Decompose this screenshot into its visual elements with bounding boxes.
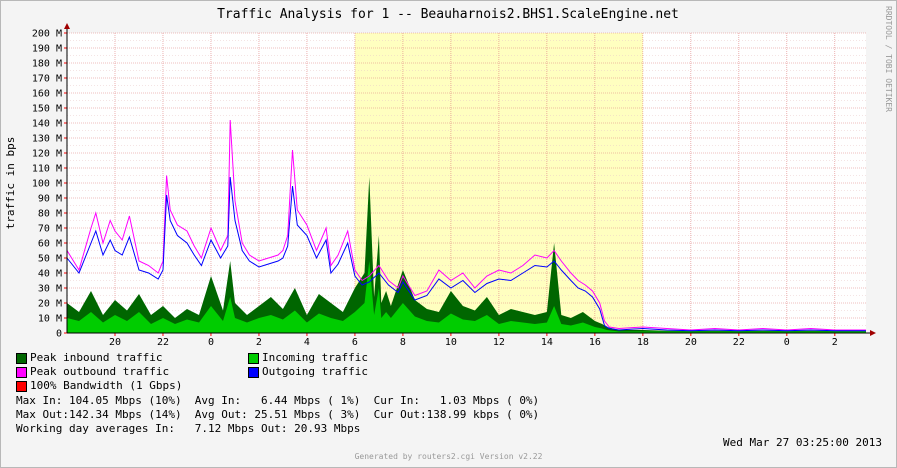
y-tick-label: 200 M — [32, 29, 62, 40]
outgoing-line — [66, 176, 866, 332]
y-tick-label: 70 M — [38, 224, 62, 235]
x-tick-label: 10 — [445, 337, 457, 348]
x-tick-label: 4 — [304, 337, 310, 348]
x-tick-label: 14 — [541, 337, 553, 348]
y-tick-label: 170 M — [32, 74, 62, 85]
peak-outbound-swatch — [16, 367, 27, 378]
y-tick-label: 30 M — [38, 284, 62, 295]
legend-peak-inbound: Peak inbound traffic — [30, 351, 163, 364]
y-tick-label: 20 M — [38, 299, 62, 310]
y-tick-label: 40 M — [38, 269, 62, 280]
y-axis-arrow — [64, 23, 70, 29]
plot-area: 010 M20 M30 M40 M50 M60 M70 M80 M90 M100… — [32, 23, 876, 348]
x-tick-label: 22 — [157, 337, 169, 348]
x-tick-label: 20 — [685, 337, 697, 348]
x-tick-label: 0 — [784, 337, 790, 348]
y-tick-label: 0 — [56, 329, 62, 340]
chart-title: Traffic Analysis for 1 -- Beauharnois2.B… — [217, 7, 679, 22]
peak-inbound-area — [67, 177, 866, 333]
y-tick-label: 190 M — [32, 44, 62, 55]
y-tick-label: 130 M — [32, 134, 62, 145]
incoming-swatch — [248, 353, 259, 364]
x-tick-label: 8 — [400, 337, 406, 348]
y-tick-label: 90 M — [38, 194, 62, 205]
y-tick-label: 180 M — [32, 59, 62, 70]
y-tick-label: 160 M — [32, 89, 62, 100]
rrdtool-credit: RRDTOOL / TOBI OETIKER — [884, 6, 893, 112]
x-tick-label: 2 — [832, 337, 838, 348]
x-tick-label: 20 — [109, 337, 121, 348]
x-tick-label: 12 — [493, 337, 505, 348]
legend-outgoing: Outgoing traffic — [262, 365, 368, 378]
legend-bandwidth: 100% Bandwidth (1 Gbps) — [30, 379, 183, 392]
y-axis-label: traffic in bps — [4, 137, 17, 230]
y-tick-label: 100 M — [32, 179, 62, 190]
incoming-area — [67, 261, 866, 333]
x-tick-label: 18 — [637, 337, 649, 348]
legend-incoming: Incoming traffic — [262, 351, 368, 364]
generator-credit: Generated by routers2.cgi Version v2.22 — [354, 452, 543, 461]
x-axis-arrow — [870, 330, 876, 336]
y-tick-label: 150 M — [32, 104, 62, 115]
peak-inbound-swatch — [16, 353, 27, 364]
x-tick-label: 16 — [589, 337, 601, 348]
x-tick-label: 6 — [352, 337, 358, 348]
stats-line-2: Max Out:142.34 Mbps (14%) Avg Out: 25.51… — [16, 408, 540, 421]
stats-line-3: Working day averages In: 7.12 Mbps Out: … — [16, 422, 361, 435]
stats-line-1: Max In: 104.05 Mbps (10%) Avg In: 6.44 M… — [16, 394, 540, 407]
legend-peak-outbound: Peak outbound traffic — [30, 365, 170, 378]
y-tick-label: 10 M — [38, 314, 62, 325]
y-tick-label: 60 M — [38, 239, 62, 250]
y-tick-label: 120 M — [32, 149, 62, 160]
outgoing-swatch — [248, 367, 259, 378]
peak-outbound-line — [66, 119, 866, 331]
y-tick-label: 50 M — [38, 254, 62, 265]
y-tick-label: 140 M — [32, 119, 62, 130]
timestamp: Wed Mar 27 03:25:00 2013 — [723, 436, 882, 449]
y-tick-label: 80 M — [38, 209, 62, 220]
x-tick-label: 0 — [208, 337, 214, 348]
x-tick-label: 22 — [733, 337, 745, 348]
traffic-chart: Traffic Analysis for 1 -- Beauharnois2.B… — [4, 7, 876, 348]
bandwidth-swatch — [16, 381, 27, 392]
x-tick-label: 2 — [256, 337, 262, 348]
y-tick-label: 110 M — [32, 164, 62, 175]
